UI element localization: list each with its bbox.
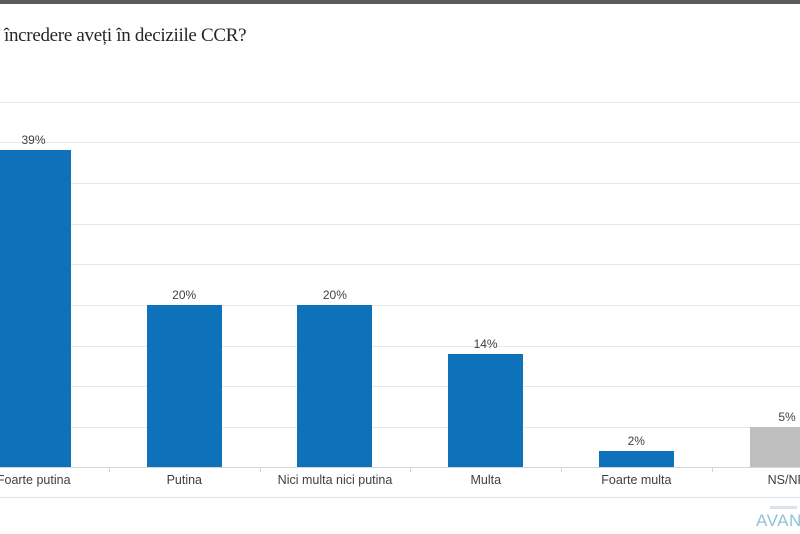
- logo-text: AVANG: [756, 511, 800, 530]
- category-label: Foarte multa: [601, 473, 672, 487]
- avangarde-logo: AVANG: [756, 503, 800, 534]
- gridline: [0, 426, 800, 428]
- gridline: [0, 304, 800, 306]
- bar-0: [0, 150, 71, 468]
- data-label: 14%: [473, 336, 498, 351]
- gridline: [0, 223, 800, 225]
- category-label: NS/NR: [767, 473, 800, 487]
- bar-5: [749, 426, 800, 468]
- axis-tick: [410, 468, 412, 472]
- data-label: 20%: [322, 287, 347, 302]
- category-label: Foarte putina: [0, 473, 71, 487]
- bar-1: [146, 304, 222, 468]
- axis-tick: [108, 468, 110, 472]
- gridline: [0, 142, 800, 144]
- gridline: [0, 345, 800, 347]
- x-axis-line: [0, 467, 800, 468]
- divider-line: [0, 497, 800, 498]
- bar-4: [598, 451, 674, 468]
- window-top-edge: [0, 0, 800, 4]
- gridline: [0, 182, 800, 184]
- gridline: [0, 101, 800, 103]
- axis-tick: [711, 468, 713, 472]
- category-label: Nici multa nici putina: [277, 473, 393, 487]
- gridline: [0, 264, 800, 266]
- data-label: 20%: [172, 287, 197, 302]
- logo-tagline: [770, 506, 797, 509]
- axis-tick: [259, 468, 261, 472]
- bar-3: [448, 353, 524, 468]
- bar-2: [297, 304, 373, 468]
- category-label: Putina: [166, 473, 203, 487]
- gridline: [0, 386, 800, 388]
- chart-title: încredere aveți în deciziile CCR?: [4, 25, 247, 46]
- data-label: 39%: [21, 133, 46, 148]
- data-label: 2%: [627, 434, 645, 449]
- data-label: 5%: [778, 409, 796, 424]
- category-label: Multa: [470, 473, 502, 487]
- axis-tick: [560, 468, 562, 472]
